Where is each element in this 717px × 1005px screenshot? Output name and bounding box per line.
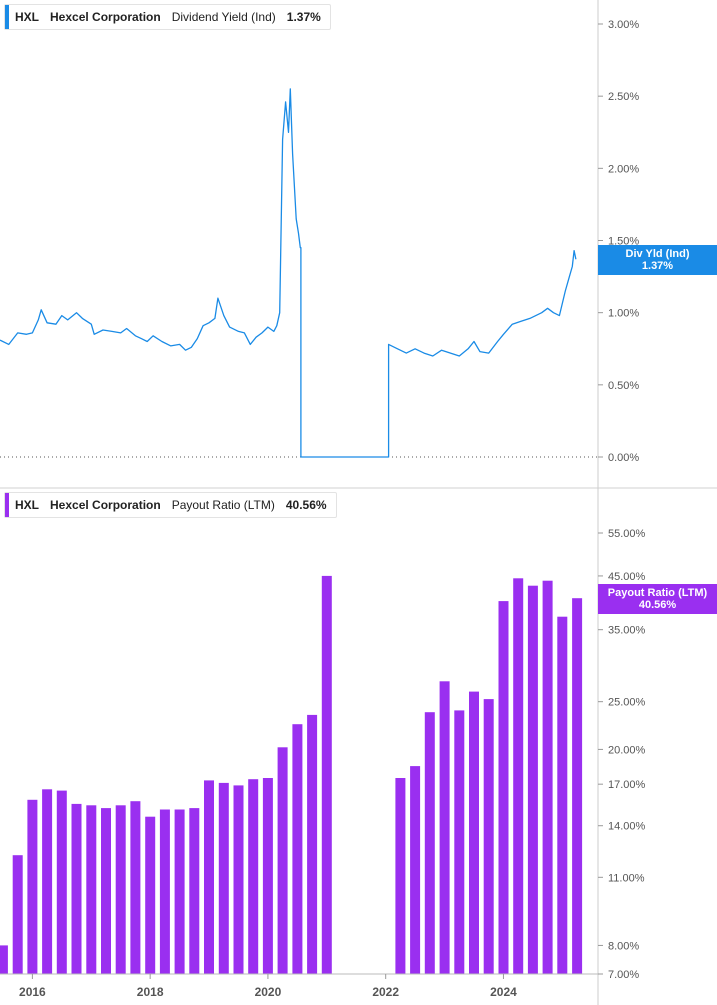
top-panel-y-axis: 0.00% 0.50% 1.00% 1.50% 2.00% 2.50% 3.00% [597,0,639,488]
y-tick-label: 1.50% [608,236,639,248]
x-tick-label: 2022 [372,985,399,999]
y-tick-label: 2.00% [608,163,639,175]
payout-ratio-tag: Payout Ratio (LTM) 40.56% [598,584,717,614]
payout-bar [395,778,406,974]
y-tick-label: 0.50% [608,380,639,392]
yield-color-swatch [5,5,9,29]
payout-bar [262,778,273,974]
tag-label: Payout Ratio (LTM) [607,587,708,599]
payout-bar [439,681,450,974]
legend-value: 1.37% [286,10,321,24]
payout-bar [572,598,583,974]
x-tick-label: 2018 [137,985,164,999]
payout-bar [174,809,185,974]
payout-bar [27,799,38,974]
top-legend: HXL Hexcel Corporation Dividend Yield (I… [4,4,331,30]
y-tick-label: 25.00% [608,697,646,709]
payout-bar [454,710,465,974]
x-tick-label: 2016 [19,985,46,999]
y-tick-label: 2.50% [608,91,639,103]
payout-bar [513,578,524,974]
legend-metric: Dividend Yield (Ind) [171,10,276,24]
bottom-panel-y-axis: 7.00% 8.00% 11.00% 14.00% 17.00% 20.00% 25.00%… [597,488,646,1005]
y-tick-label: 35.00% [608,625,646,637]
payout-ratio-plot [0,575,583,974]
payout-bar [204,780,214,974]
payout-bar [277,747,288,974]
payout-bar [42,789,53,974]
y-tick-label: 7.00% [608,969,639,981]
payout-bar [307,714,318,974]
payout-bar [86,805,97,974]
payout-bar [424,712,435,974]
payout-bar [321,575,332,974]
payout-bar [71,803,82,974]
payout-bar [189,808,200,974]
tag-value: 1.37% [641,260,674,272]
payout-bar [557,616,568,974]
payout-bar [56,790,67,974]
payout-bar [101,808,111,974]
y-tick-label: 20.00% [608,744,646,756]
y-tick-label: 55.00% [608,528,646,540]
x-tick-label: 2024 [490,985,517,999]
x-tick-label: 2020 [255,985,282,999]
y-tick-label: 8.00% [608,940,639,952]
payout-bar [233,785,244,974]
payout-bar [159,809,170,974]
legend-value: 40.56% [285,498,327,512]
y-tick-label: 45.00% [608,571,646,583]
dividend-yield-tag: Div Yld (Ind) 1.37% [598,245,717,275]
payout-bar [410,766,421,974]
payout-bar [248,779,259,974]
dividend-yield-line [0,88,577,458]
y-tick-label: 0.00% [608,452,639,464]
legend-company: Hexcel Corporation [50,10,161,24]
legend-metric: Payout Ratio (LTM) [171,498,275,512]
legend-ticker: HXL [15,498,39,512]
tag-value: 40.56% [638,599,677,611]
payout-bar [469,691,479,974]
y-tick-label: 11.00% [608,872,645,884]
payout-bar [218,782,229,974]
bottom-legend: HXL Hexcel Corporation Payout Ratio (LTM… [4,492,337,518]
payout-bar [0,945,8,974]
y-tick-label: 17.00% [608,779,646,791]
payout-bar [527,585,538,974]
payout-bar [145,816,156,974]
y-tick-label: 3.00% [608,19,639,31]
legend-company: Hexcel Corporation [50,498,161,512]
payout-bar [483,699,494,974]
payout-bar [115,805,126,974]
payout-bar [498,601,509,974]
payout-bar [542,580,553,974]
legend-ticker: HXL [15,10,39,24]
payout-bar [12,855,23,974]
payout-color-swatch [5,493,9,517]
y-tick-label: 1.00% [608,308,639,320]
y-tick-label: 14.00% [608,821,646,833]
dividend-yield-plot [0,88,577,458]
payout-bar [292,724,303,974]
tag-label: Div Yld (Ind) [625,248,690,260]
x-axis: 2016 2018 2020 2022 2024 [0,973,598,999]
payout-bar [130,801,141,974]
